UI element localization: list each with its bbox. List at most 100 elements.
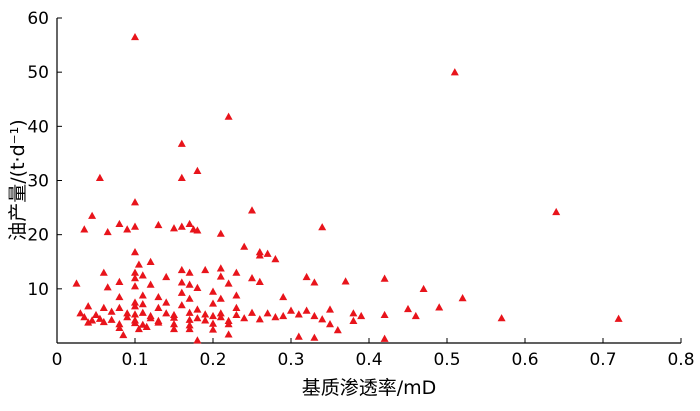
data-point xyxy=(142,322,151,330)
data-point xyxy=(88,316,97,324)
data-point xyxy=(177,173,186,181)
data-point xyxy=(404,304,412,313)
data-point xyxy=(154,292,163,301)
data-point xyxy=(232,310,241,319)
data-point xyxy=(131,248,139,256)
data-point xyxy=(240,242,249,250)
data-point xyxy=(103,283,112,291)
data-point xyxy=(248,274,256,282)
data-point xyxy=(279,292,288,301)
data-point xyxy=(131,222,139,230)
data-point xyxy=(232,268,241,276)
data-point xyxy=(138,308,147,316)
data-point xyxy=(138,291,147,299)
data-point xyxy=(138,271,147,279)
data-point xyxy=(310,333,319,341)
data-point xyxy=(302,306,311,314)
data-point xyxy=(255,315,264,323)
y-tick-label: 30 xyxy=(27,172,49,192)
data-point xyxy=(123,309,132,317)
x-axis-ticks: 0 0.1 0.2 0.3 0.4 0.5 0.6 0.7 0.8 xyxy=(52,338,695,370)
x-tick-label: 0.6 xyxy=(511,350,538,370)
data-point xyxy=(115,323,124,332)
data-point xyxy=(115,303,124,311)
data-point xyxy=(162,309,171,317)
data-point xyxy=(72,279,81,287)
data-point xyxy=(419,284,428,293)
data-point xyxy=(240,314,249,322)
x-tick-label: 0.7 xyxy=(589,350,616,370)
y-tick-label: 10 xyxy=(27,280,49,300)
data-point xyxy=(552,207,561,216)
data-point xyxy=(248,206,256,214)
x-axis-title: 基质渗透率/mD xyxy=(302,377,437,399)
data-point xyxy=(497,314,506,322)
data-point xyxy=(318,223,327,231)
data-point xyxy=(349,316,358,324)
data-point xyxy=(80,225,89,233)
data-point xyxy=(107,315,116,323)
data-point xyxy=(146,314,155,322)
data-point xyxy=(271,313,280,321)
data-point xyxy=(177,222,186,230)
data-point xyxy=(326,305,334,313)
data-point xyxy=(224,320,233,328)
data-point xyxy=(177,288,186,296)
data-point xyxy=(185,219,194,228)
data-point xyxy=(76,309,85,317)
data-point xyxy=(216,229,225,237)
data-point xyxy=(170,313,178,321)
data-point xyxy=(146,257,155,265)
data-point xyxy=(310,311,319,320)
x-tick-label: 0.1 xyxy=(121,350,148,370)
data-point xyxy=(138,300,147,308)
data-point xyxy=(115,219,124,228)
data-point xyxy=(318,315,327,323)
x-tick-label: 0.4 xyxy=(355,350,382,370)
data-point xyxy=(193,305,202,313)
data-point xyxy=(84,318,93,326)
y-axis-ticks: 10 20 30 40 50 60 xyxy=(27,9,62,344)
data-point xyxy=(411,311,420,320)
y-tick-label: 50 xyxy=(27,63,49,83)
data-point xyxy=(263,309,272,317)
data-point xyxy=(131,198,139,206)
data-point xyxy=(193,226,202,234)
data-point xyxy=(131,302,139,310)
data-point xyxy=(341,277,350,285)
data-point xyxy=(95,173,104,181)
data-point xyxy=(185,268,194,276)
data-point xyxy=(123,313,132,321)
data-point xyxy=(134,260,143,268)
data-point xyxy=(162,272,171,281)
data-point xyxy=(209,325,217,333)
y-tick-label: 40 xyxy=(27,117,49,137)
data-point xyxy=(209,299,217,307)
data-point xyxy=(255,277,264,285)
data-point xyxy=(185,294,194,302)
data-point xyxy=(170,320,178,328)
data-point xyxy=(170,224,178,232)
data-point xyxy=(80,313,89,321)
data-point xyxy=(177,139,186,147)
data-point xyxy=(154,303,163,311)
data-point xyxy=(271,255,280,263)
x-tick-label: 0 xyxy=(52,350,63,370)
data-point xyxy=(224,112,233,120)
data-point xyxy=(138,320,147,328)
data-point xyxy=(185,315,194,323)
data-point xyxy=(131,310,139,318)
data-point xyxy=(131,274,139,282)
data-point xyxy=(216,309,225,317)
data-point xyxy=(170,324,178,333)
data-point xyxy=(154,318,163,326)
data-point xyxy=(209,319,217,327)
data-point xyxy=(287,306,295,314)
data-point xyxy=(193,336,202,344)
data-point xyxy=(248,308,256,316)
data-point xyxy=(107,307,116,315)
data-point xyxy=(294,332,303,340)
data-point xyxy=(224,279,233,287)
data-points xyxy=(72,32,623,344)
y-tick-label: 60 xyxy=(27,9,49,29)
